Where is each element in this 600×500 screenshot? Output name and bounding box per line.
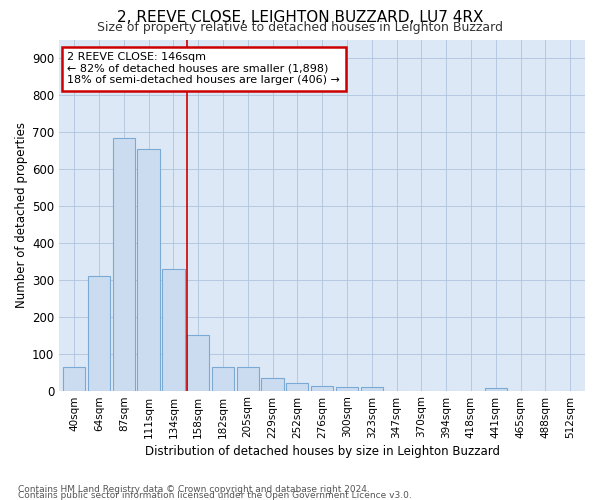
- X-axis label: Distribution of detached houses by size in Leighton Buzzard: Distribution of detached houses by size …: [145, 444, 500, 458]
- Bar: [187, 335, 209, 390]
- Text: Contains HM Land Registry data © Crown copyright and database right 2024.: Contains HM Land Registry data © Crown c…: [18, 485, 370, 494]
- Bar: [113, 138, 135, 390]
- Bar: [162, 269, 185, 390]
- Bar: [236, 366, 259, 390]
- Bar: [63, 368, 85, 390]
- Bar: [212, 366, 234, 390]
- Bar: [485, 388, 507, 390]
- Y-axis label: Number of detached properties: Number of detached properties: [15, 122, 28, 308]
- Text: 2 REEVE CLOSE: 146sqm
← 82% of detached houses are smaller (1,898)
18% of semi-d: 2 REEVE CLOSE: 146sqm ← 82% of detached …: [67, 52, 340, 86]
- Bar: [361, 387, 383, 390]
- Bar: [262, 378, 284, 390]
- Bar: [88, 276, 110, 390]
- Text: Contains public sector information licensed under the Open Government Licence v3: Contains public sector information licen…: [18, 490, 412, 500]
- Bar: [137, 149, 160, 390]
- Text: Size of property relative to detached houses in Leighton Buzzard: Size of property relative to detached ho…: [97, 22, 503, 35]
- Bar: [311, 386, 333, 390]
- Bar: [336, 387, 358, 390]
- Bar: [286, 383, 308, 390]
- Text: 2, REEVE CLOSE, LEIGHTON BUZZARD, LU7 4RX: 2, REEVE CLOSE, LEIGHTON BUZZARD, LU7 4R…: [117, 10, 483, 25]
